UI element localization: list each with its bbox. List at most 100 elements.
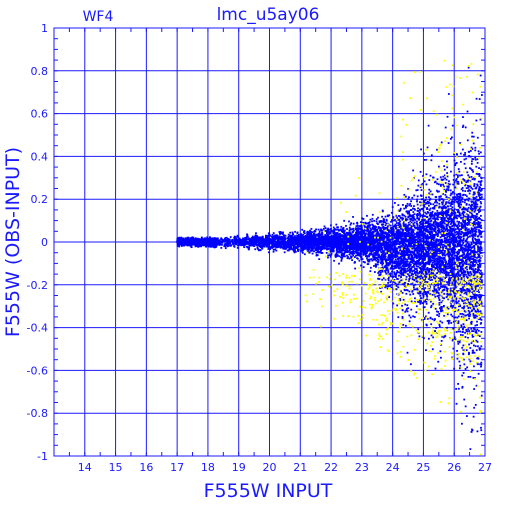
data-point-blue — [317, 228, 320, 231]
data-point-blue — [386, 249, 389, 252]
data-point-blue — [281, 246, 284, 249]
data-point-blue — [422, 152, 425, 155]
data-point-blue — [455, 162, 458, 164]
data-point-blue — [473, 294, 476, 297]
data-point-blue — [389, 285, 391, 287]
data-point-blue — [460, 265, 462, 268]
data-point-blue — [349, 252, 352, 255]
data-point-blue — [454, 196, 457, 198]
data-point-blue — [475, 172, 478, 175]
data-point-blue — [448, 231, 451, 234]
data-point-blue — [352, 244, 354, 247]
data-point-blue — [450, 276, 453, 279]
data-point-blue — [439, 239, 442, 242]
data-point-blue — [439, 320, 442, 323]
data-point-blue — [459, 364, 462, 367]
data-point-blue — [385, 218, 388, 221]
data-point-blue — [480, 363, 483, 366]
data-point-blue — [474, 156, 477, 159]
data-point-blue — [411, 276, 414, 279]
data-point-blue — [320, 235, 323, 238]
data-point-blue — [467, 223, 470, 226]
data-point-blue — [434, 295, 437, 298]
data-point-blue — [434, 226, 437, 229]
data-point-blue — [307, 232, 309, 235]
data-point-blue — [431, 318, 434, 321]
data-point-blue — [428, 196, 430, 199]
data-point-blue — [390, 283, 393, 286]
data-point-blue — [471, 178, 474, 181]
data-point-blue — [423, 180, 426, 183]
data-point-blue — [416, 235, 418, 237]
data-point-blue — [434, 258, 437, 261]
data-point-blue — [452, 347, 455, 350]
data-point-blue — [442, 193, 444, 195]
data-point-blue — [340, 250, 343, 252]
data-point-blue — [419, 170, 422, 173]
data-point-blue — [471, 148, 474, 150]
data-point-blue — [433, 319, 436, 322]
data-point-blue — [317, 249, 319, 252]
data-point-blue — [466, 366, 469, 369]
data-point-blue — [451, 191, 454, 193]
data-point-blue — [476, 158, 479, 161]
data-point-blue — [471, 288, 474, 291]
data-point-blue — [303, 253, 306, 256]
data-point-blue — [472, 326, 475, 329]
data-point-blue — [438, 248, 441, 251]
data-point-blue — [403, 207, 406, 210]
data-point-blue — [296, 240, 299, 243]
data-point-blue — [377, 227, 380, 230]
data-point-blue — [343, 249, 346, 252]
data-point-blue — [449, 232, 452, 235]
data-point-blue — [379, 272, 382, 274]
data-point-blue — [397, 278, 399, 280]
data-point-blue — [471, 231, 474, 234]
data-point-blue — [470, 320, 473, 323]
data-point-blue — [399, 246, 402, 249]
data-point-blue — [418, 250, 421, 253]
data-point-blue — [362, 248, 365, 251]
data-point-blue — [462, 237, 465, 240]
data-point-blue — [416, 217, 419, 220]
data-point-blue — [261, 239, 264, 242]
data-point-blue — [444, 264, 447, 266]
data-point-blue — [437, 230, 440, 233]
data-point-blue — [227, 243, 230, 246]
data-point-blue — [477, 264, 480, 266]
data-point-blue — [457, 174, 459, 177]
data-point-blue — [294, 248, 296, 251]
data-point-blue — [447, 188, 449, 191]
data-point-blue — [470, 146, 473, 149]
data-point-blue — [452, 228, 455, 231]
data-point-blue — [423, 248, 426, 251]
data-point-blue — [320, 252, 323, 254]
data-point-blue — [306, 234, 309, 236]
data-point-blue — [470, 228, 473, 231]
data-point-blue — [197, 245, 200, 248]
data-point-blue — [427, 124, 430, 127]
data-point-blue — [422, 213, 425, 216]
data-point-blue — [300, 248, 303, 251]
data-point-blue — [428, 263, 431, 266]
data-point-blue — [446, 281, 449, 284]
data-point-blue — [459, 312, 462, 315]
data-point-blue — [217, 243, 219, 246]
data-point-blue — [413, 316, 416, 318]
data-point-blue — [435, 212, 438, 215]
data-point-blue — [419, 208, 421, 211]
data-point-blue — [425, 281, 428, 283]
data-point-blue — [419, 240, 422, 243]
data-point-blue — [440, 211, 443, 214]
data-point-blue — [436, 268, 439, 271]
data-point-blue — [400, 262, 402, 265]
data-point-blue — [323, 225, 326, 228]
data-point-blue — [453, 237, 456, 239]
data-point-blue — [390, 279, 393, 282]
data-point-blue — [442, 205, 445, 208]
data-point-blue — [330, 230, 333, 233]
data-point-blue — [426, 222, 428, 224]
data-point-blue — [469, 185, 472, 188]
data-point-blue — [443, 204, 446, 207]
data-point-blue — [393, 279, 396, 281]
